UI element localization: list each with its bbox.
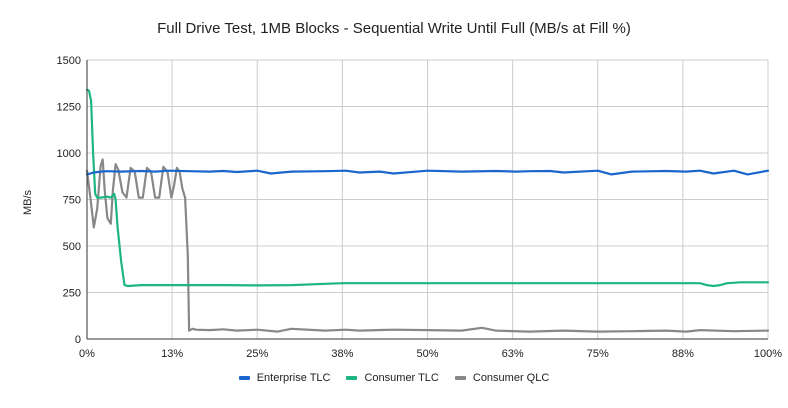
legend: Enterprise TLC Consumer TLC Consumer QLC: [0, 372, 788, 384]
x-axis-ticks: 0% 13% 25% 38% 50% 63% 75% 88% 100%: [79, 348, 782, 360]
data-series: [85, 88, 770, 333]
legend-item-consumer-tlc[interactable]: Consumer TLC: [346, 372, 439, 384]
y-tick-label: 500: [63, 241, 81, 253]
y-tick-label: 750: [63, 195, 81, 207]
legend-label: Consumer QLC: [472, 372, 550, 384]
y-tick-label: 0: [75, 334, 81, 346]
series-line-consumer-tlc: [85, 88, 770, 288]
x-tick-label: 88%: [672, 348, 694, 360]
gridlines: [87, 59, 769, 339]
x-tick-label: 25%: [246, 348, 268, 360]
x-tick-label: 75%: [587, 348, 609, 360]
y-tick-label: 1000: [57, 148, 81, 160]
x-tick-label: 0%: [79, 348, 95, 360]
legend-label: Consumer TLC: [364, 372, 439, 384]
legend-swatch-icon: [454, 376, 466, 380]
y-tick-label: 1250: [57, 102, 81, 114]
legend-swatch-icon: [346, 376, 358, 380]
y-tick-label: 250: [63, 288, 81, 300]
legend-label: Enterprise TLC: [256, 372, 331, 384]
legend-swatch-icon: [238, 376, 250, 380]
y-axis-ticks: 0 250 500 750 1000 1250 1500: [57, 55, 81, 346]
x-tick-label: 100%: [754, 348, 782, 360]
legend-item-consumer-qlc[interactable]: Consumer QLC: [454, 372, 550, 384]
x-tick-label: 13%: [161, 348, 183, 360]
chart-title: Full Drive Test, 1MB Blocks - Sequential…: [157, 20, 631, 37]
series-line-enterprise-tlc: [85, 169, 770, 176]
series-line-consumer-qlc: [85, 158, 770, 333]
x-tick-label: 63%: [502, 348, 524, 360]
legend-item-enterprise-tlc[interactable]: Enterprise TLC: [238, 372, 331, 384]
x-tick-label: 50%: [416, 348, 438, 360]
x-tick-label: 38%: [331, 348, 353, 360]
y-tick-label: 1500: [57, 55, 81, 67]
